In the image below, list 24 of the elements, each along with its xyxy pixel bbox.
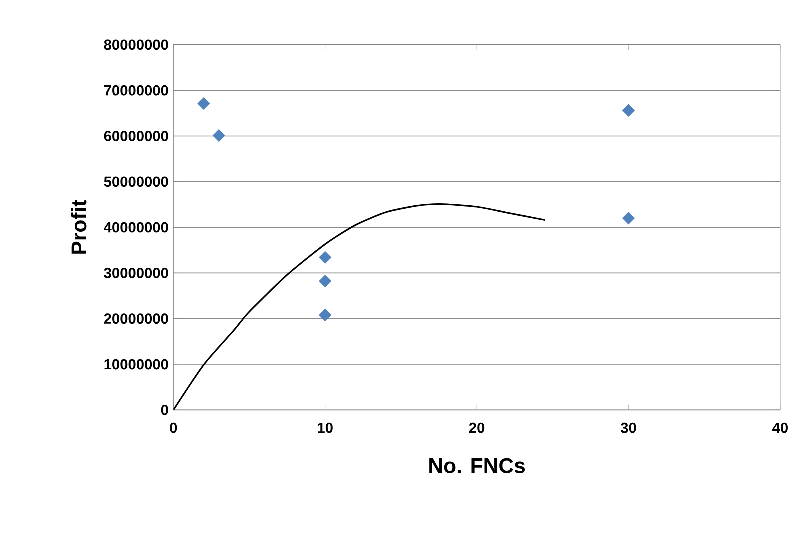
y-tick-label: 70000000 <box>104 85 168 96</box>
y-tick-label: 60000000 <box>104 131 168 142</box>
point <box>622 212 635 225</box>
x-tick-label: 10 <box>318 422 333 434</box>
y-tick-label: 50000000 <box>104 176 168 188</box>
x-tick-label: 30 <box>620 422 636 434</box>
y-tick-label: 30000000 <box>104 268 168 278</box>
x-tick-label: 0 <box>170 422 178 434</box>
point <box>319 308 332 322</box>
line-series <box>174 203 546 410</box>
y-tick-label: 20000000 <box>104 314 168 324</box>
x-axis-title: No. FNCs <box>430 458 526 474</box>
y-tick-label: 80000000 <box>104 40 168 50</box>
point <box>212 130 226 142</box>
y-tick-label: 40000000 <box>104 222 168 233</box>
x-tick-label: 40 <box>772 422 788 434</box>
point <box>319 275 332 288</box>
y-tick-label: 10000000 <box>104 359 168 370</box>
point <box>319 251 332 264</box>
point <box>198 98 210 110</box>
y-tick-label: 0 <box>161 405 168 416</box>
x-tick-label: 20 <box>469 422 485 434</box>
y-axis-title: Profit <box>71 200 87 254</box>
point <box>622 104 635 117</box>
